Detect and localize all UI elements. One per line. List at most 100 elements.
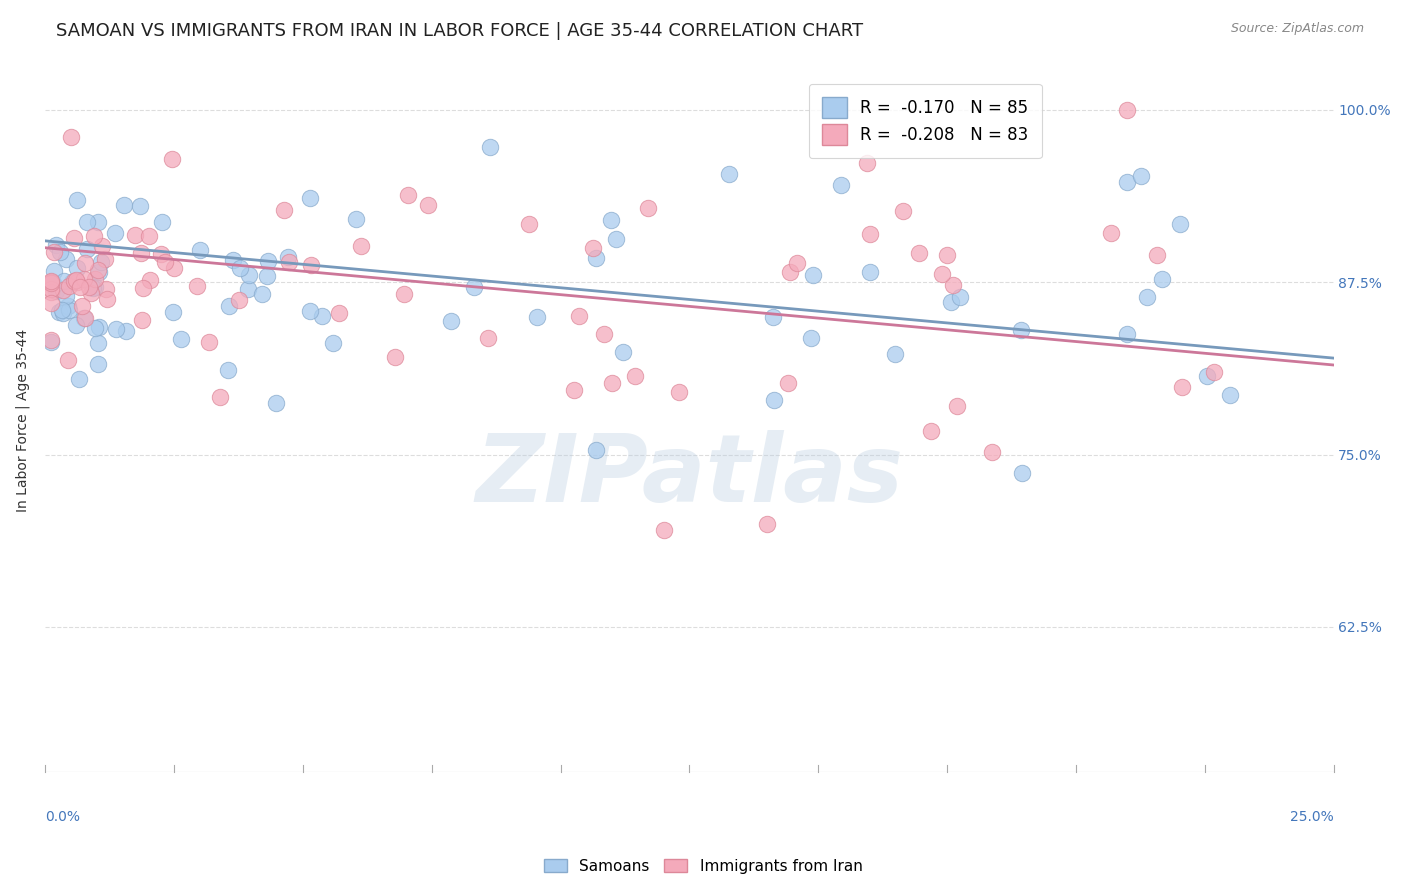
Point [299,258,322,272]
Point [593,326,616,341]
Point [52,283,75,297]
Point [149,247,172,261]
Point [273,203,295,218]
Point [717,167,740,181]
Point [778,376,800,390]
Point [278,254,301,268]
Point [39,274,62,288]
Point [920,424,942,438]
Point [238,282,260,296]
Point [51,302,73,317]
Point [138,228,160,243]
Point [585,442,607,457]
Point [39,285,62,300]
Point [63,231,86,245]
Point [801,268,824,282]
Point [58,353,80,368]
Point [82,281,104,295]
Point [981,444,1004,458]
Point [42,276,65,290]
Point [66,260,89,275]
Point [170,332,193,346]
Point [62,275,84,289]
Point [76,242,98,256]
Point [440,314,463,328]
Point [1099,226,1122,240]
Point [83,321,105,335]
Point [87,357,110,371]
Point [222,252,245,267]
Point [582,241,605,255]
Point [322,335,344,350]
Text: Source: ZipAtlas.com: Source: ZipAtlas.com [1230,22,1364,36]
Point [1146,248,1168,262]
Point [257,253,280,268]
Point [39,276,62,290]
Point [89,265,111,279]
Point [197,334,219,349]
Point [392,287,415,301]
Text: ZIPatlas: ZIPatlas [475,431,904,523]
Point [83,229,105,244]
Point [105,322,128,336]
Point [87,336,110,351]
Point [73,271,96,285]
Point [112,198,135,212]
Point [87,215,110,229]
Legend: Samoans, Immigrants from Iran: Samoans, Immigrants from Iran [537,853,869,880]
Point [66,193,89,207]
Point [384,350,406,364]
Point [228,261,250,276]
Point [96,292,118,306]
Point [763,392,786,407]
Point [131,313,153,327]
Point [45,238,67,252]
Point [208,390,231,404]
Point [73,256,96,270]
Point [104,226,127,240]
Point [87,263,110,277]
Point [48,305,70,319]
Point [65,273,87,287]
Point [1202,365,1225,379]
Point [830,178,852,192]
Point [1219,388,1241,402]
Point [463,280,485,294]
Point [931,267,953,281]
Point [39,282,62,296]
Point [562,383,585,397]
Point [39,275,62,289]
Point [58,303,80,318]
Point [155,255,177,269]
Point [83,280,105,294]
Point [1136,290,1159,304]
Point [252,286,274,301]
Point [69,279,91,293]
Point [855,156,877,170]
Point [652,524,675,538]
Point [80,286,103,301]
Point [612,344,634,359]
Point [53,274,76,288]
Point [416,198,439,212]
Point [1115,175,1137,189]
Point [39,296,62,310]
Point [124,227,146,242]
Point [39,333,62,347]
Point [668,385,690,400]
Point [150,215,173,229]
Point [277,250,299,264]
Point [87,319,110,334]
Point [42,245,65,260]
Point [786,256,808,270]
Point [264,396,287,410]
Point [637,201,659,215]
Point [77,280,100,294]
Point [1011,323,1033,337]
Point [859,227,882,241]
Point [949,289,972,303]
Point [941,295,963,310]
Point [891,203,914,218]
Point [755,516,778,531]
Point [762,310,785,324]
